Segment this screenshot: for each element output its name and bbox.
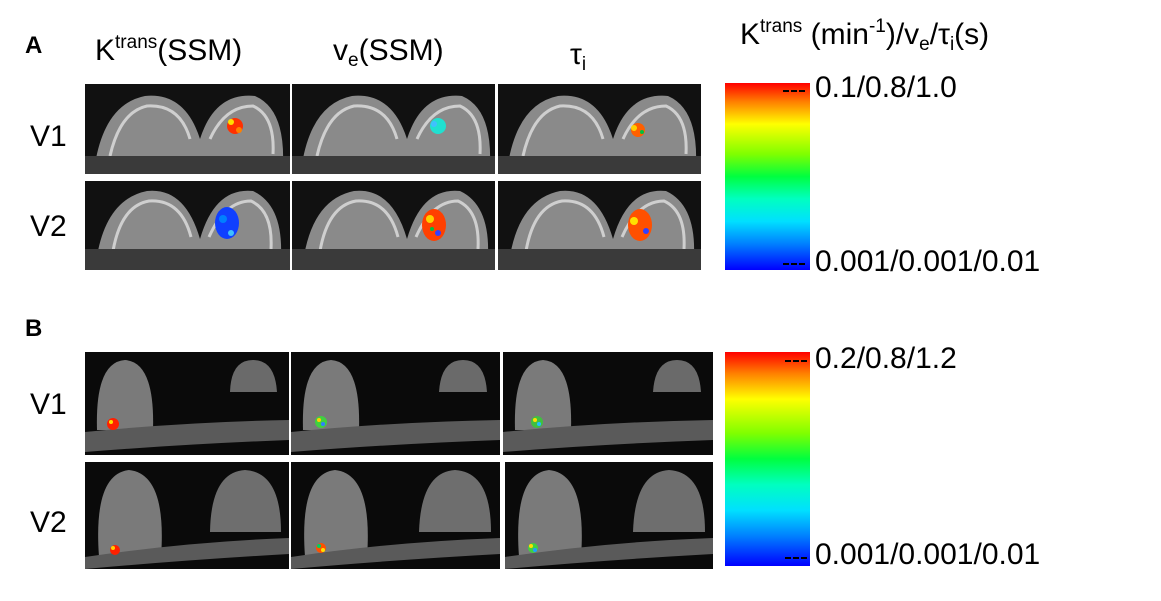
panel-a-colorbar-min-label: 0.001/0.001/0.01 [815, 245, 1041, 278]
mri-image-a-v1-tau [498, 84, 701, 174]
panel-a-row-label-v2: V2 [30, 210, 67, 243]
panel-a-colorbar-max-label: 0.1/0.8/1.0 [815, 71, 957, 104]
mri-image-b-v1-tau [503, 352, 713, 455]
panel-b-colorbar [725, 352, 810, 566]
mri-image-a-v2-ve [292, 181, 495, 270]
mri-image-a-v2-tau [498, 181, 701, 270]
panel-a-row-label-v1: V1 [30, 120, 67, 153]
mri-image-b-v2-ve [291, 462, 500, 569]
panel-b-colorbar-max-tick [785, 360, 807, 362]
panel-b-colorbar-max-label: 0.2/0.8/1.2 [815, 342, 957, 375]
mri-image-a-v1-ve [292, 84, 495, 174]
column-header-ve: ve(SSM) [333, 34, 444, 71]
panel-a-colorbar-max-tick [783, 90, 805, 92]
panel-a-colorbar-min-tick [783, 263, 805, 265]
mri-image-b-v2-ktrans [85, 462, 289, 569]
mri-image-b-v2-tau [505, 462, 713, 569]
panel-b-row-label-v2: V2 [30, 506, 67, 539]
mri-image-b-v1-ve [291, 352, 500, 455]
panel-a-colorbar [725, 83, 810, 270]
mri-image-a-v2-ktrans [85, 181, 290, 270]
panel-b-row-label-v1: V1 [30, 388, 67, 421]
panel-b-colorbar-min-tick [785, 557, 807, 559]
panel-a-label: A [25, 32, 43, 59]
panel-b-label: B [25, 315, 43, 342]
mri-image-b-v1-ktrans [85, 352, 289, 455]
mri-image-a-v1-ktrans [85, 84, 290, 174]
colorbar-title: Ktrans (min-1)/ve/τi(s) [740, 16, 990, 55]
column-header-ktrans: Ktrans(SSM) [95, 32, 243, 67]
column-header-tau: τi [570, 38, 587, 75]
panel-b-colorbar-min-label: 0.001/0.001/0.01 [815, 538, 1041, 571]
